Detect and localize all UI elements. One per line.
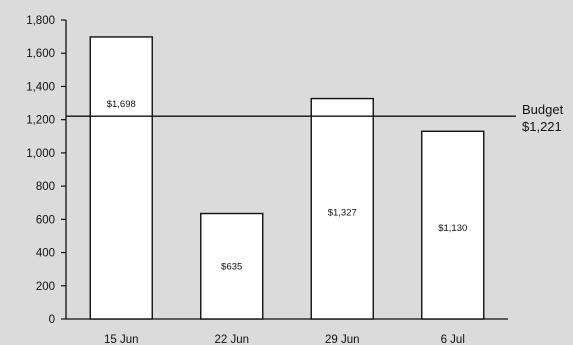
y-tick-label: 1,200 bbox=[26, 115, 55, 127]
bar-15-jun bbox=[89, 36, 153, 320]
y-tick-label: 1,600 bbox=[26, 48, 55, 60]
bar-value-label: $635 bbox=[221, 261, 242, 272]
bar-value-label: $1,130 bbox=[438, 223, 467, 234]
x-tick-label: 22 Jun bbox=[214, 334, 249, 345]
y-tick-label: 800 bbox=[36, 181, 55, 193]
bar-29-jun bbox=[310, 97, 374, 320]
y-tick-label: 600 bbox=[36, 214, 55, 226]
budget-label: Budget bbox=[522, 102, 564, 117]
x-tick-label: 15 Jun bbox=[104, 334, 139, 345]
y-tick-label: 400 bbox=[36, 248, 55, 260]
x-tick-label: 29 Jun bbox=[325, 334, 360, 345]
bar-value-label: $1,327 bbox=[328, 207, 357, 218]
bars: $1,698 $635 $1,327 $1,130 bbox=[89, 36, 485, 320]
x-axis: 15 Jun 22 Jun 29 Jun 6 Jul bbox=[66, 318, 508, 345]
y-tick-label: 200 bbox=[36, 281, 55, 293]
budget-reference: Budget $1,221 bbox=[66, 102, 564, 134]
y-axis: 0 200 400 600 800 1,000 1,200 1,400 1,600 1,800 bbox=[26, 15, 67, 326]
bar-value-label: $1,698 bbox=[107, 99, 136, 110]
y-tick-label: 1,400 bbox=[26, 81, 55, 93]
bar-6-jul bbox=[421, 130, 485, 320]
budget-value-label: $1,221 bbox=[522, 119, 562, 134]
y-tick-label: 0 bbox=[49, 314, 55, 326]
y-tick-label: 1,000 bbox=[26, 148, 55, 160]
x-tick-label: 6 Jul bbox=[441, 334, 465, 345]
y-tick-label: 1,800 bbox=[26, 15, 55, 27]
bar-22-jun bbox=[200, 212, 264, 320]
